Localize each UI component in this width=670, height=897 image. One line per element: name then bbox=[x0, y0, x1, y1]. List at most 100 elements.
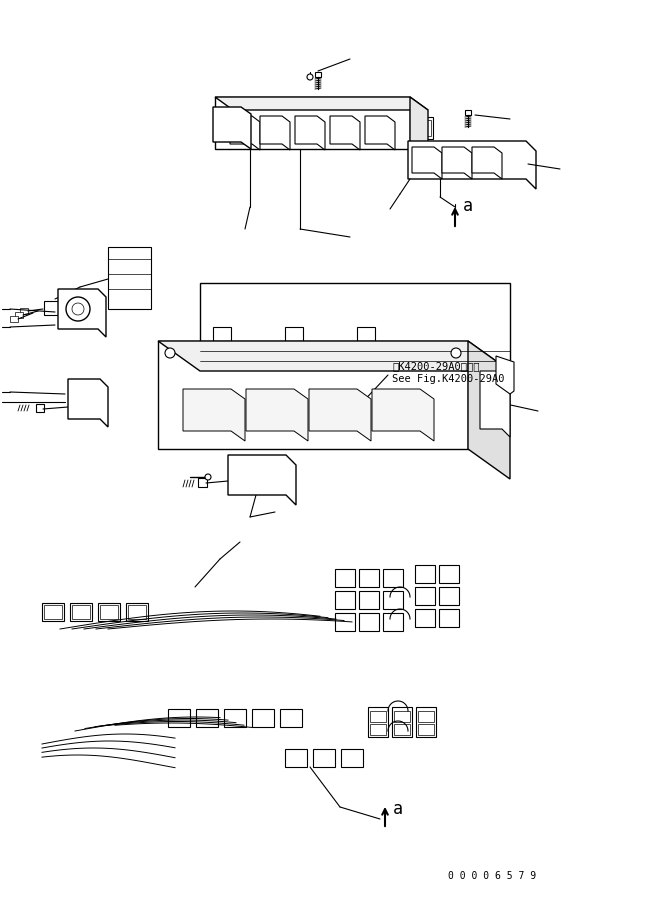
Bar bbox=[267, 466, 280, 488]
Polygon shape bbox=[468, 341, 510, 479]
Bar bbox=[168, 709, 190, 727]
Bar bbox=[128, 605, 146, 619]
Polygon shape bbox=[295, 116, 325, 150]
Bar bbox=[280, 709, 302, 727]
Bar bbox=[510, 158, 522, 168]
Bar bbox=[383, 591, 403, 609]
Bar bbox=[44, 605, 62, 619]
Bar bbox=[359, 591, 379, 609]
Circle shape bbox=[205, 474, 211, 480]
Bar bbox=[415, 587, 435, 605]
Bar bbox=[341, 749, 363, 767]
Bar bbox=[231, 461, 283, 491]
Bar bbox=[42, 603, 64, 621]
Text: 0 0 0 0 6 5 7 9: 0 0 0 0 6 5 7 9 bbox=[448, 871, 536, 881]
Polygon shape bbox=[365, 116, 395, 150]
Circle shape bbox=[451, 348, 461, 358]
Bar bbox=[285, 749, 307, 767]
Bar bbox=[10, 316, 18, 322]
Polygon shape bbox=[246, 389, 308, 441]
Bar bbox=[213, 327, 231, 341]
Bar bbox=[439, 565, 459, 583]
Polygon shape bbox=[158, 341, 468, 449]
Bar bbox=[72, 605, 90, 619]
Bar bbox=[216, 114, 236, 137]
Bar bbox=[439, 587, 459, 605]
Bar bbox=[252, 709, 274, 727]
Bar bbox=[250, 466, 263, 488]
Polygon shape bbox=[480, 371, 510, 437]
Polygon shape bbox=[442, 147, 472, 179]
Bar bbox=[98, 603, 120, 621]
Bar bbox=[482, 416, 500, 426]
Bar bbox=[285, 327, 303, 341]
Bar bbox=[36, 404, 44, 412]
Bar bbox=[394, 724, 410, 735]
Polygon shape bbox=[309, 389, 371, 441]
Circle shape bbox=[307, 74, 313, 80]
Bar bbox=[126, 603, 148, 621]
Circle shape bbox=[165, 348, 175, 358]
Bar bbox=[383, 569, 403, 587]
Bar bbox=[70, 603, 92, 621]
Bar bbox=[100, 605, 118, 619]
Bar bbox=[335, 613, 355, 631]
Bar bbox=[465, 110, 471, 115]
Bar bbox=[482, 403, 500, 413]
Bar bbox=[482, 377, 500, 387]
Bar bbox=[370, 724, 386, 735]
Polygon shape bbox=[215, 97, 410, 149]
Bar bbox=[368, 707, 388, 737]
Bar bbox=[224, 709, 246, 727]
Bar bbox=[487, 142, 493, 147]
Bar bbox=[198, 478, 207, 487]
Bar bbox=[482, 390, 500, 400]
Polygon shape bbox=[215, 97, 428, 110]
Polygon shape bbox=[58, 289, 106, 337]
Bar bbox=[196, 709, 218, 727]
Bar bbox=[359, 613, 379, 631]
Bar bbox=[313, 749, 335, 767]
Bar bbox=[415, 565, 435, 583]
Bar bbox=[415, 117, 433, 139]
Polygon shape bbox=[213, 107, 251, 149]
Text: 第K4200-29A0図参照: 第K4200-29A0図参照 bbox=[392, 361, 480, 371]
Polygon shape bbox=[472, 147, 502, 179]
Bar bbox=[415, 609, 435, 627]
Bar bbox=[359, 569, 379, 587]
Polygon shape bbox=[412, 147, 442, 179]
Bar bbox=[370, 711, 386, 722]
Text: a: a bbox=[393, 800, 403, 818]
Polygon shape bbox=[408, 141, 536, 189]
Bar bbox=[394, 711, 410, 722]
Polygon shape bbox=[68, 379, 108, 427]
Bar bbox=[15, 312, 23, 318]
Bar bbox=[416, 707, 436, 737]
Polygon shape bbox=[183, 389, 245, 441]
Bar bbox=[108, 247, 151, 309]
Polygon shape bbox=[200, 283, 510, 371]
Polygon shape bbox=[230, 116, 260, 150]
Bar bbox=[383, 613, 403, 631]
Bar bbox=[418, 724, 434, 735]
Bar bbox=[357, 327, 375, 341]
Bar bbox=[335, 591, 355, 609]
Bar bbox=[508, 156, 524, 170]
Polygon shape bbox=[158, 341, 510, 371]
Text: See Fig.K4200-29A0: See Fig.K4200-29A0 bbox=[392, 374, 505, 384]
Polygon shape bbox=[410, 97, 428, 162]
Polygon shape bbox=[260, 116, 290, 150]
Bar bbox=[417, 120, 431, 136]
Polygon shape bbox=[228, 455, 296, 505]
Polygon shape bbox=[372, 389, 434, 441]
Bar bbox=[44, 301, 58, 315]
Polygon shape bbox=[496, 356, 514, 394]
Polygon shape bbox=[330, 116, 360, 150]
Circle shape bbox=[72, 303, 84, 315]
Bar bbox=[315, 72, 321, 77]
Text: a: a bbox=[463, 197, 473, 215]
Bar bbox=[71, 382, 99, 416]
Bar bbox=[233, 466, 246, 488]
Bar bbox=[439, 609, 459, 627]
Circle shape bbox=[66, 297, 90, 321]
